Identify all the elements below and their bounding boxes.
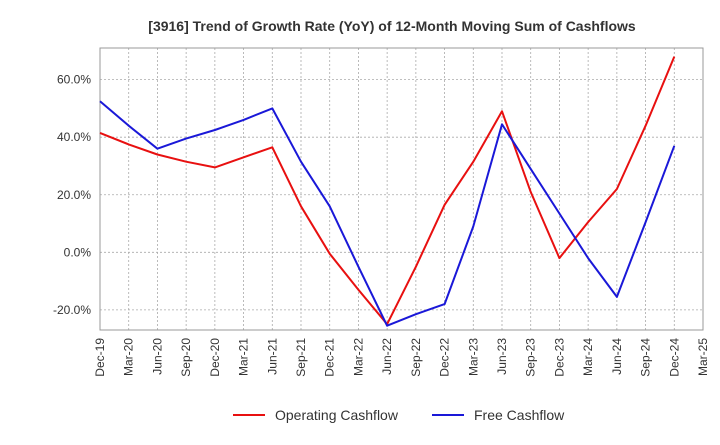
x-tick-label: Dec-23: [552, 338, 566, 377]
x-tick-label: Sep-21: [294, 338, 308, 377]
y-tick-label: 20.0%: [57, 188, 91, 202]
x-tick-label: Mar-21: [237, 338, 251, 376]
y-tick-label: 0.0%: [64, 245, 92, 259]
legend-label: Operating Cashflow: [275, 407, 399, 423]
series-lines: [99, 56, 676, 327]
legend-label: Free Cashflow: [474, 407, 565, 423]
x-tick-label: Dec-20: [208, 338, 222, 377]
grid-lines: [99, 48, 704, 330]
chart-title: [3916] Trend of Growth Rate (YoY) of 12-…: [148, 18, 636, 34]
y-tick-label: 60.0%: [57, 73, 91, 87]
x-tick-label: Dec-22: [438, 338, 452, 377]
x-tick-label: Dec-19: [93, 338, 107, 377]
x-tick-label: Mar-22: [351, 338, 365, 376]
x-tick-label: Mar-25: [696, 338, 710, 376]
x-tick-label: Sep-23: [524, 338, 538, 377]
x-tick-label: Sep-20: [179, 338, 193, 377]
y-axis-ticks: 60.0% 40.0% 20.0% 0.0% -20.0%: [53, 73, 91, 317]
x-tick-label: Mar-20: [122, 338, 136, 376]
x-tick-label: Mar-24: [581, 338, 595, 376]
y-tick-label: 40.0%: [57, 130, 91, 144]
x-tick-label: Jun-22: [380, 338, 394, 375]
x-tick-label: Mar-23: [466, 338, 480, 376]
x-tick-label: Dec-21: [323, 338, 337, 377]
x-tick-label: Jun-23: [495, 338, 509, 375]
x-tick-label: Jun-21: [265, 338, 279, 375]
x-tick-label: Sep-22: [409, 338, 423, 377]
legend: Operating Cashflow Free Cashflow: [233, 407, 565, 423]
x-tick-label: Dec-24: [667, 338, 681, 377]
x-axis-ticks: Dec-19 Mar-20 Jun-20 Sep-20 Dec-20 Mar-21 Jun-…: [93, 338, 710, 377]
plot-area-frame: [99, 47, 704, 331]
x-tick-label: Jun-20: [150, 338, 164, 375]
y-tick-label: -20.0%: [53, 303, 91, 317]
x-tick-label: Sep-24: [639, 338, 653, 377]
x-tick-label: Jun-24: [610, 338, 624, 375]
series-line-free-cashflow: [99, 100, 676, 327]
